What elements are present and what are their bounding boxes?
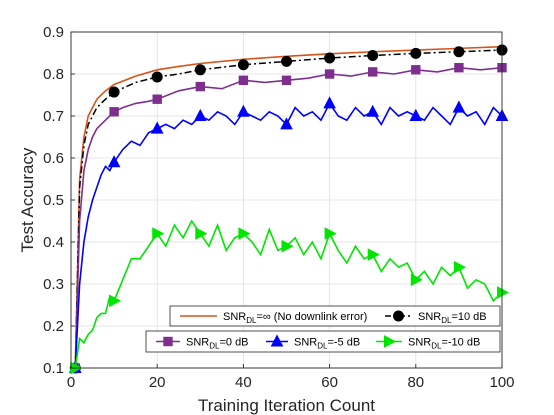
data-point (237, 59, 249, 71)
data-point (454, 63, 464, 73)
legend-prefix: SNR (294, 337, 317, 349)
data-point (410, 273, 423, 287)
data-point (108, 86, 120, 98)
series-layer (68, 44, 510, 375)
legend-series-name: =-5 dB (327, 337, 360, 349)
legend-prefix: SNR (408, 337, 431, 349)
data-point (324, 227, 337, 240)
legend-prefix: SNR (223, 311, 246, 323)
legend-prefix: SNR (418, 311, 441, 323)
data-point (497, 286, 510, 299)
y-tick-label: 0.5 (43, 192, 64, 209)
legend-entry-label: SNRDL=-10 dB (408, 337, 480, 351)
legend-entry-label: SNRDL=-5 dB (294, 337, 360, 351)
data-point (150, 121, 164, 134)
data-point (281, 55, 292, 67)
y-tick-label: 0.4 (43, 234, 64, 251)
data-point (368, 67, 378, 77)
x-axis-label: Training Iteration Count (198, 396, 375, 415)
legend-subscript: DL (431, 342, 442, 351)
data-point (237, 104, 250, 117)
data-point (109, 107, 119, 117)
legend-series-name: =-10 dB (441, 337, 480, 349)
data-point (323, 96, 336, 109)
data-point (453, 46, 465, 58)
y-tick-label: 0.3 (43, 276, 64, 293)
legend-marker (270, 334, 284, 347)
y-tick-label: 0.7 (43, 108, 64, 125)
legend-entry-label: SNRDL=10 dB (418, 311, 487, 325)
legend-entry-label: SNRDL=0 dB (186, 337, 249, 351)
data-point (452, 100, 466, 113)
data-point (109, 294, 122, 308)
y-tick-label: 0.2 (43, 318, 64, 335)
legend-subscript: DL (209, 342, 220, 351)
y-axis-label: Test Accuracy (18, 147, 37, 252)
legend-marker (384, 335, 397, 348)
data-point (410, 47, 422, 59)
data-point (281, 239, 294, 253)
y-tick-label: 0.8 (43, 66, 64, 83)
legend-series-name: =10 dB (451, 311, 486, 323)
legend-1: SNRDL=0 dB SNRDL=-5 dB SNRDL=-10 dB (145, 330, 501, 353)
data-point (107, 155, 121, 168)
tick-labels: 0 20 40 60 80 100 0.1 0.2 0.3 0.4 0.5 0.6 0.7 0.8 0.9 (43, 24, 514, 391)
series-3 (68, 96, 509, 373)
data-point (151, 71, 163, 83)
y-tick-label: 0.6 (43, 150, 64, 167)
data-point (411, 65, 421, 75)
y-tick-label: 0.9 (43, 24, 64, 41)
data-point (195, 81, 206, 92)
data-point (194, 64, 206, 76)
legend-entry-label: SNRDL=∞ (No downlink error) (223, 311, 367, 325)
data-point (324, 69, 335, 79)
data-point (238, 227, 251, 240)
series-1 (69, 44, 508, 374)
legend-box (169, 305, 501, 327)
data-point (367, 248, 380, 261)
legend-marker (163, 336, 173, 347)
legend-series-name: =∞ (No downlink error) (256, 311, 367, 323)
x-tick-label: 0 (67, 374, 75, 391)
legend-marker (393, 310, 404, 322)
data-point (152, 227, 165, 240)
legend-subscript: DL (317, 342, 328, 351)
data-point (238, 75, 249, 85)
data-point (409, 108, 423, 121)
legends: SNRDL=∞ (No downlink error) SNRDL=10 dBSN… (145, 305, 501, 353)
data-point (152, 94, 162, 104)
y-tick-label: 0.1 (43, 360, 64, 377)
legend-series-name: =0 dB (219, 337, 248, 349)
x-tick-label: 40 (235, 374, 252, 391)
legend-prefix: SNR (186, 337, 209, 349)
series-4 (70, 219, 510, 375)
data-point (280, 117, 293, 130)
data-point (193, 108, 207, 121)
x-tick-label: 60 (321, 374, 338, 391)
series-line (74, 66, 503, 369)
data-point (281, 75, 292, 85)
legend-box (145, 330, 501, 353)
x-tick-label: 20 (149, 374, 166, 391)
data-point (453, 260, 466, 274)
data-point (324, 52, 336, 64)
legend-0: SNRDL=∞ (No downlink error) SNRDL=10 dB (169, 305, 501, 327)
legend-subscript: DL (441, 316, 452, 325)
x-tick-label: 100 (489, 374, 514, 391)
legend-subscript: DL (246, 316, 257, 325)
data-point (195, 227, 208, 240)
data-point (366, 104, 380, 117)
data-point (367, 50, 379, 62)
x-tick-label: 80 (407, 374, 424, 391)
